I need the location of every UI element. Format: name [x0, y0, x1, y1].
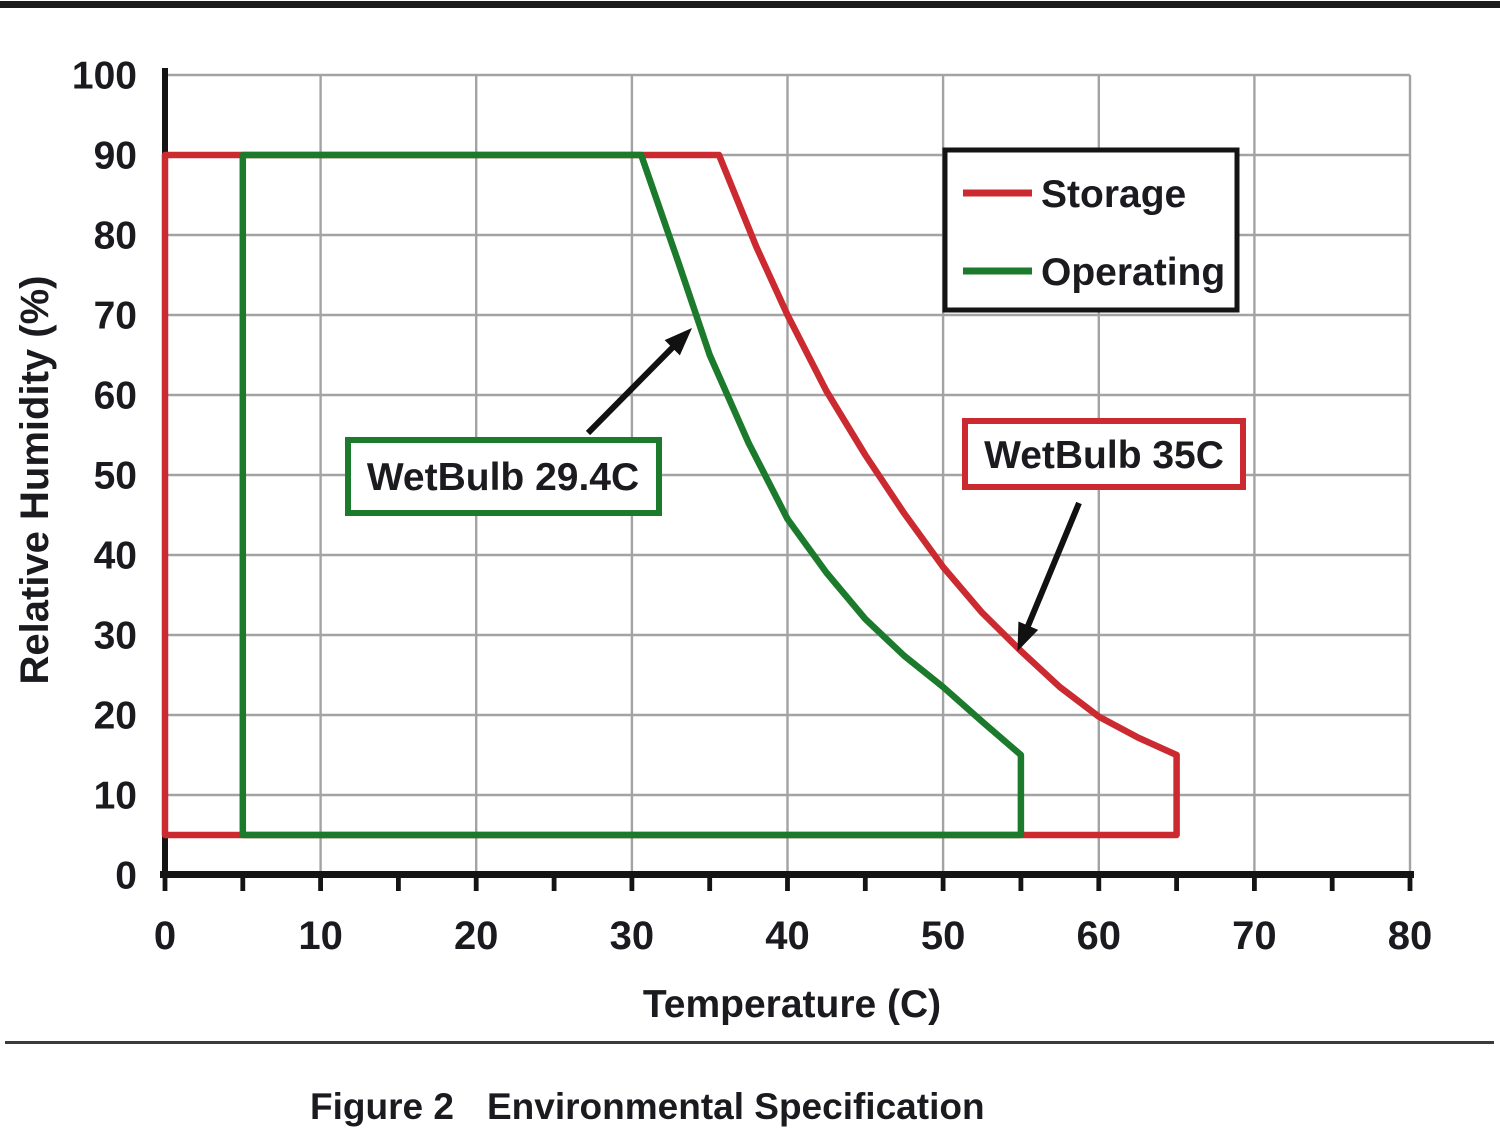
svg-text:30: 30: [610, 914, 655, 958]
svg-text:WetBulb 29.4C: WetBulb 29.4C: [367, 456, 639, 499]
svg-text:20: 20: [94, 695, 137, 738]
svg-text:40: 40: [94, 535, 137, 578]
svg-text:Environmental Specification: Environmental Specification: [487, 1086, 985, 1127]
svg-text:80: 80: [94, 215, 137, 258]
svg-text:0: 0: [154, 914, 176, 958]
svg-text:80: 80: [1388, 914, 1433, 958]
svg-text:Temperature (C): Temperature (C): [643, 983, 941, 1026]
svg-text:30: 30: [94, 615, 137, 658]
svg-text:WetBulb 35C: WetBulb 35C: [984, 434, 1224, 477]
svg-text:Figure 2: Figure 2: [310, 1086, 454, 1127]
svg-text:100: 100: [72, 55, 137, 98]
svg-text:90: 90: [94, 135, 137, 178]
svg-text:Relative Humidity (%): Relative Humidity (%): [13, 276, 57, 685]
svg-text:Operating: Operating: [1041, 251, 1225, 294]
svg-text:Storage: Storage: [1041, 173, 1186, 216]
svg-text:70: 70: [94, 295, 137, 338]
svg-text:40: 40: [765, 914, 810, 958]
svg-text:50: 50: [921, 914, 966, 958]
svg-text:20: 20: [454, 914, 499, 958]
svg-text:10: 10: [94, 775, 137, 818]
svg-text:70: 70: [1232, 914, 1277, 958]
svg-text:10: 10: [298, 914, 343, 958]
svg-text:50: 50: [94, 455, 137, 498]
svg-text:60: 60: [1077, 914, 1122, 958]
svg-text:0: 0: [115, 855, 137, 898]
svg-text:60: 60: [94, 375, 137, 418]
